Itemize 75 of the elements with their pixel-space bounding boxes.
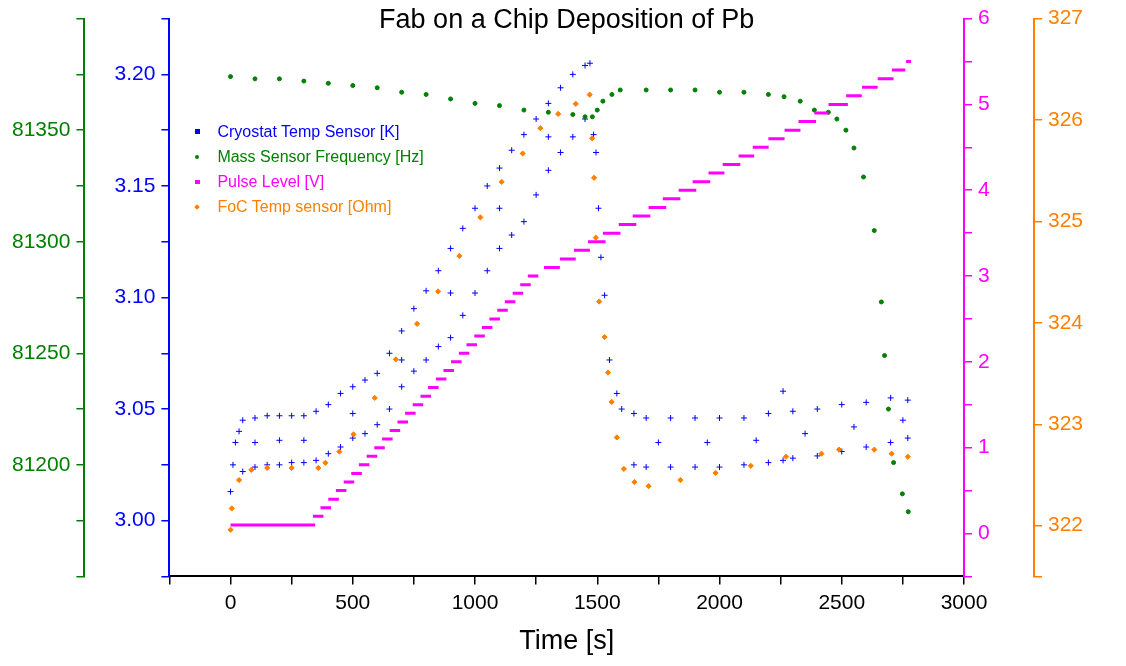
legend-label: Cryostat Temp Sensor [K] — [217, 121, 400, 142]
point — [248, 466, 255, 474]
point — [818, 450, 825, 457]
point — [904, 453, 911, 460]
point — [888, 450, 895, 457]
y-tick-label: 325 — [1048, 208, 1084, 232]
point — [371, 394, 378, 401]
point — [620, 465, 628, 472]
y2-tick-label: 81250 — [11, 340, 71, 364]
x-tick-label: 1000 — [451, 589, 499, 613]
point — [871, 446, 878, 453]
y2-tick-label: 81350 — [11, 116, 71, 140]
point — [601, 333, 608, 341]
point — [586, 91, 593, 98]
y-tick-label: 3.05 — [114, 395, 156, 419]
y-tick-label: 3.10 — [114, 284, 156, 308]
point — [712, 469, 719, 477]
point — [631, 478, 638, 486]
point — [519, 150, 526, 157]
chart-title: Fab on a Chip Deposition of Pb — [379, 4, 755, 35]
point — [498, 178, 505, 185]
point — [322, 459, 329, 466]
point — [592, 234, 599, 241]
point — [590, 174, 598, 181]
point — [413, 320, 421, 327]
x-tick-label: 500 — [335, 589, 371, 613]
point — [235, 476, 243, 484]
point — [315, 464, 322, 471]
y3-tick-label: 5 — [978, 91, 990, 115]
y-tick-label: 3.15 — [114, 172, 156, 196]
point — [677, 476, 684, 484]
point — [456, 252, 463, 260]
point — [555, 110, 562, 118]
point — [228, 505, 235, 512]
legend-label: Pulse Level [V] — [217, 171, 325, 192]
point — [288, 464, 295, 471]
y-tick-label: 324 — [1048, 309, 1084, 333]
y-tick-label: 322 — [1048, 512, 1084, 536]
point — [392, 356, 399, 363]
x-tick-label: 2000 — [696, 589, 743, 613]
y-tick-label: 323 — [1048, 411, 1084, 435]
x-tick-label: 1500 — [573, 589, 621, 613]
point — [604, 369, 612, 376]
point — [608, 398, 615, 406]
point — [434, 288, 442, 295]
y-tick-label: 326 — [1048, 106, 1084, 130]
point — [596, 298, 603, 305]
legend-label: FoC Temp sensor [Ohm] — [217, 196, 392, 217]
y3-tick-label: 6 — [978, 5, 990, 29]
point — [227, 526, 234, 533]
point — [336, 448, 343, 455]
x-axis-title: Time [s] — [519, 625, 615, 656]
point — [747, 462, 754, 469]
y3-tick-label: 3 — [978, 262, 990, 286]
y3-tick-label: 1 — [978, 434, 990, 458]
x-tick-label: 3000 — [940, 589, 988, 613]
y-tick-label: 327 — [1048, 5, 1084, 29]
y3-tick-label: 4 — [978, 177, 990, 201]
x-tick-label: 2500 — [818, 589, 866, 613]
point — [572, 100, 579, 107]
y-tick-label: 3.00 — [114, 507, 156, 531]
y3-tick-label: 2 — [978, 348, 990, 372]
x-tick-label: 0 — [224, 589, 237, 613]
y3-tick-label: 0 — [978, 520, 990, 544]
y2-tick-label: 81300 — [11, 228, 71, 252]
y2-tick-label: 81200 — [11, 451, 71, 475]
point — [645, 483, 652, 490]
point — [477, 214, 484, 221]
point — [350, 431, 357, 438]
point — [782, 453, 790, 460]
point — [537, 125, 544, 132]
point — [589, 135, 596, 142]
y-tick-label: 3.20 — [114, 61, 156, 85]
point — [613, 434, 620, 441]
legend-label: Mass Sensor Frequency [Hz] — [217, 146, 424, 167]
